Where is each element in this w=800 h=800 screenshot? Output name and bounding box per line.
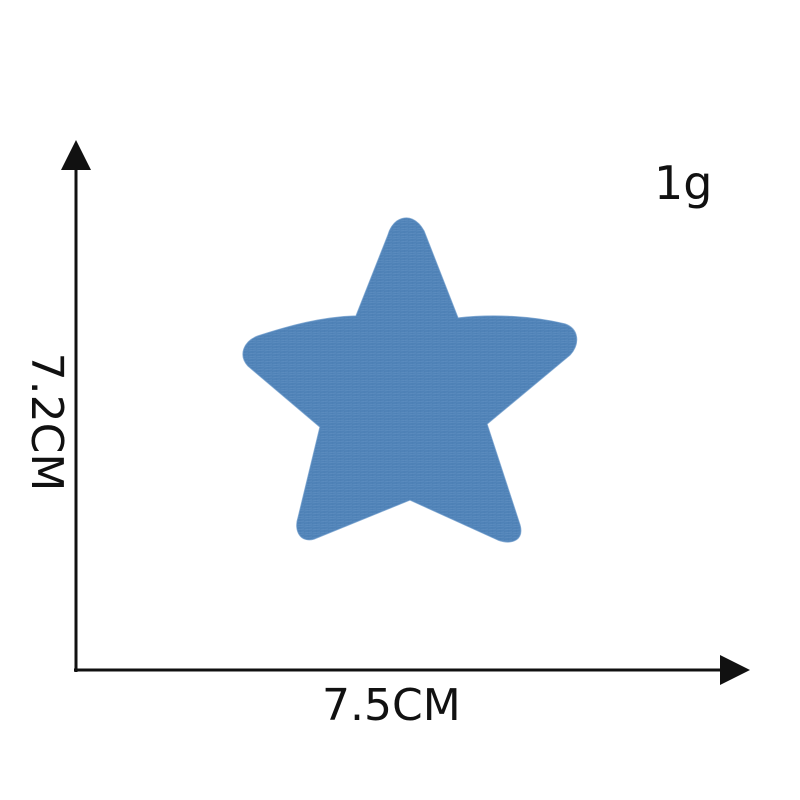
denim-star-patch <box>243 217 577 542</box>
width-dimension-label: 7.5CM <box>322 680 461 731</box>
weight-label: 1g <box>654 156 713 210</box>
height-dimension-label: 7.2CM <box>21 352 72 492</box>
denim-star-highlight <box>242 217 578 543</box>
